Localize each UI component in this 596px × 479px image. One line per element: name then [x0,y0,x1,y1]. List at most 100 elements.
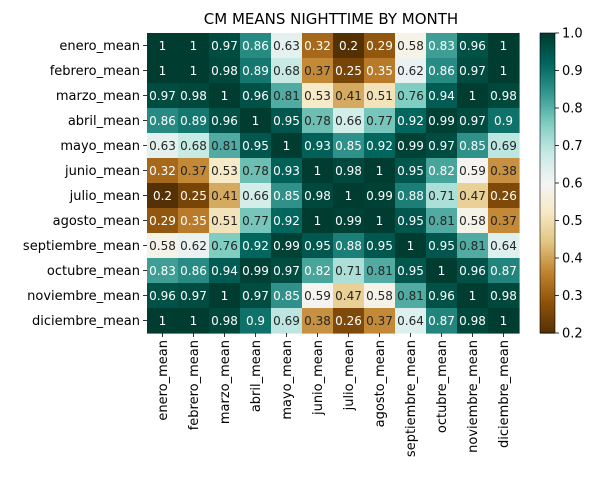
cell-value-label: 0.69 [273,314,300,328]
heatmap-cell [488,108,520,134]
cell-value-label: 0.37 [490,214,517,228]
cell-value-label: 0.51 [211,214,238,228]
cell-value-label: 0.62 [180,239,207,253]
cell-value-label: 0.99 [397,139,424,153]
cell-value-label: 0.96 [242,89,269,103]
colorbar-segment [540,38,555,42]
heatmap-cell [209,208,241,234]
heatmap-cell-labels: 1 1 0.97 0.86 0.63 0.32 0.2 0.29 0.58 0.83 0.96 1 1 1… [149,39,517,328]
heatmap-cell [240,233,272,259]
colorbar-segment [540,113,555,117]
colorbar-segment [540,185,555,189]
cell-value-label: 1 [190,39,198,53]
cell-value-label: 0.98 [211,314,238,328]
column-label: junio_mean [311,340,326,416]
cell-value-label: 0.97 [273,264,300,278]
colorbar-segment [540,35,555,39]
heatmap-cell [178,308,210,334]
colorbar-segment [540,228,555,232]
heatmap-cell [240,133,272,159]
colorbar-tick-label: 0.3 [562,289,583,304]
heatmap-cell [302,83,334,109]
colorbar-tick-label: 0.7 [562,139,583,154]
colorbar-segment [540,138,555,142]
cell-value-label: 0.81 [428,214,455,228]
heatmap-cell [457,58,489,84]
cell-value-label: 0.88 [397,189,424,203]
cell-value-label: 0.26 [335,314,362,328]
cell-value-label: 0.53 [304,89,331,103]
cell-value-label: 1 [159,314,167,328]
heatmap-cell [209,58,241,84]
heatmap-cell [395,258,427,284]
colorbar-tick-label: 0.4 [562,252,583,267]
row-axis: enero_mean febrero_mean marzo_mean abril_me… [23,39,147,329]
colorbar-segment [540,275,555,279]
colorbar-segment [540,268,555,272]
heatmap-cell [333,183,365,209]
heatmap-cell [302,183,334,209]
heatmap-cell [395,83,427,109]
cell-value-label: 1 [314,214,322,228]
colorbar-segment [540,70,555,74]
heatmap-cell [178,133,210,159]
column-label: septiembre_mean [404,340,419,457]
colorbar-segment [540,60,555,64]
colorbar-segment [540,243,555,247]
cell-value-label: 0.38 [304,314,331,328]
cell-value-label: 0.81 [397,289,424,303]
heatmap-cell [271,83,303,109]
cell-value-label: 0.96 [459,39,486,53]
row-label: septiembre_mean [23,239,140,254]
colorbar-segment [540,273,555,277]
heatmap-cell [426,283,458,309]
colorbar-segment [540,208,555,212]
heatmap-cell [240,208,272,234]
cell-value-label: 1 [252,114,260,128]
colorbar-segment [540,233,555,237]
colorbar-segment [540,45,555,49]
cell-value-label: 0.78 [304,114,331,128]
heatmap-cell [271,308,303,334]
cell-value-label: 0.97 [180,289,207,303]
heatmap-cell [271,183,303,209]
cell-value-label: 0.59 [304,289,331,303]
colorbar-segment [540,213,555,217]
heatmap-cell [302,108,334,134]
cell-value-label: 0.95 [242,139,269,153]
heatmap-cell [333,258,365,284]
colorbar-segment [540,300,555,304]
heatmap-cell [364,258,396,284]
heatmap-cell [333,133,365,159]
colorbar-segment [540,235,555,239]
heatmap-cell [147,283,179,309]
heatmap-cell [209,108,241,134]
colorbar-segment [540,168,555,172]
colorbar-segment [540,50,555,54]
heatmap-cell [457,133,489,159]
cell-value-label: 0.97 [149,89,176,103]
heatmap-cell [426,133,458,159]
heatmap-cell [457,233,489,259]
colorbar-segment [540,325,555,329]
cell-value-label: 1 [314,164,322,178]
colorbar-segment [540,130,555,134]
colorbar: 0.2 0.3 0.4 0.5 0.6 0.7 0.8 0.9 1.0 [539,27,583,342]
heatmap-cell [178,158,210,184]
colorbar-segment [540,223,555,227]
heatmap-cell [333,308,365,334]
cell-value-label: 0.53 [211,164,238,178]
cell-value-label: 0.47 [459,189,486,203]
colorbar-segment [540,88,555,92]
colorbar-segment [540,293,555,297]
heatmap-cell [209,233,241,259]
colorbar-segment [540,218,555,222]
heatmap-cell [333,283,365,309]
cell-value-label: 0.81 [211,139,238,153]
heatmap-cell [147,158,179,184]
heatmap-cell [395,183,427,209]
heatmap-cell [178,258,210,284]
colorbar-segment [540,240,555,244]
cell-value-label: 0.66 [242,189,269,203]
colorbar-segment [540,48,555,52]
